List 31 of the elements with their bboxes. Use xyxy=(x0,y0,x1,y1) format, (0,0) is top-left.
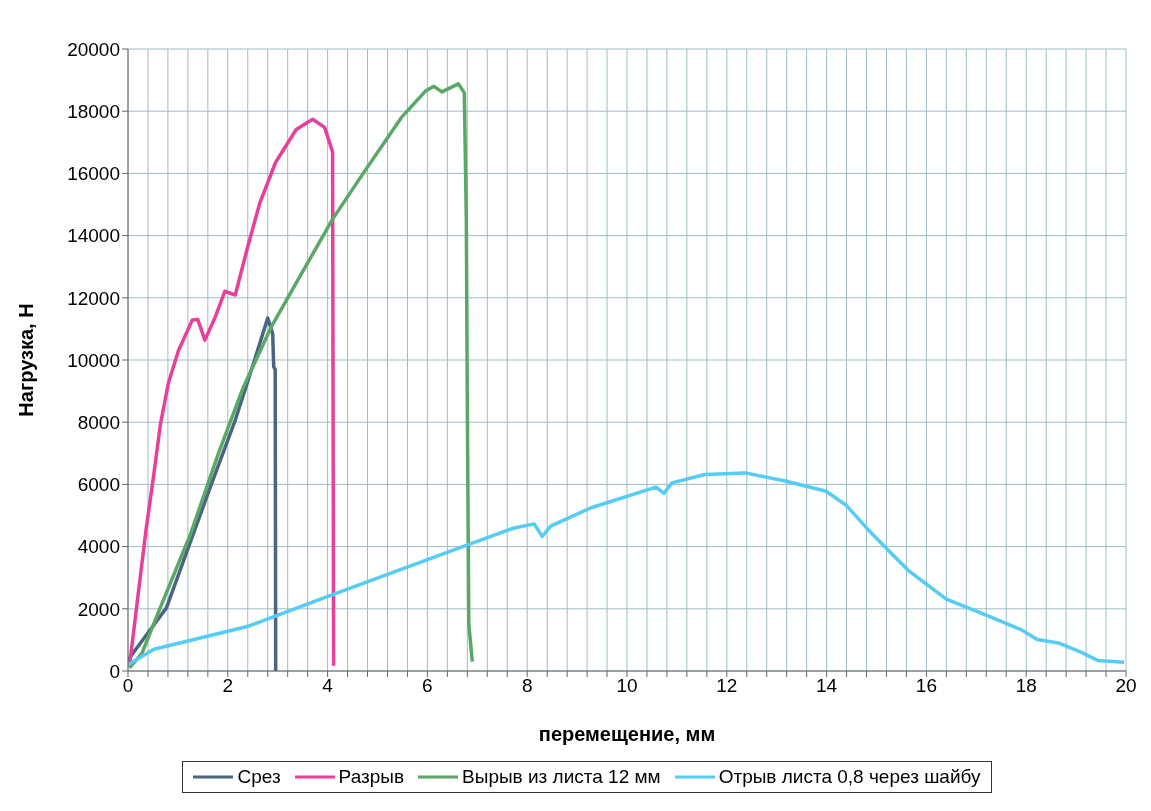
y-tick-label: 20000 xyxy=(67,38,120,60)
legend-label: Вырыв из листа 12 мм xyxy=(462,766,661,788)
y-tick-label: 18000 xyxy=(67,100,120,122)
y-tick-label: 2000 xyxy=(77,598,120,620)
x-tick-label: 6 xyxy=(422,675,433,697)
legend-label: Срез xyxy=(237,766,281,788)
x-tick-label: 16 xyxy=(915,675,937,697)
legend-label: Отрыв листа 0,8 через шайбу xyxy=(718,766,981,788)
x-tick-label: 18 xyxy=(1015,675,1037,697)
y-tick-label: 0 xyxy=(109,660,120,682)
x-tick-label: 20 xyxy=(1115,675,1137,697)
y-tick-label: 10000 xyxy=(67,349,120,371)
line-series xyxy=(128,82,475,670)
x-tick-label: 14 xyxy=(816,675,838,697)
line-series xyxy=(128,471,1126,667)
legend-label: Разрыв xyxy=(338,766,405,788)
y-tick-label: 4000 xyxy=(77,536,120,558)
x-tick-label: 4 xyxy=(322,675,334,697)
x-tick-label: 10 xyxy=(616,675,638,697)
y-tick-label: 8000 xyxy=(77,411,120,433)
x-tick-label: 8 xyxy=(521,675,533,697)
y-tick-label: 6000 xyxy=(77,474,120,496)
line-series xyxy=(128,117,336,668)
x-tick-label: 0 xyxy=(122,675,134,697)
x-axis-title: перемещение, мм xyxy=(538,723,716,745)
x-tick-label: 12 xyxy=(716,675,738,697)
y-tick-label: 12000 xyxy=(67,287,120,309)
y-axis-title: Нагрузка, Н xyxy=(15,303,38,417)
x-tick-label: 2 xyxy=(222,675,234,697)
y-tick-label: 14000 xyxy=(67,225,120,247)
y-tick-label: 16000 xyxy=(67,163,120,185)
